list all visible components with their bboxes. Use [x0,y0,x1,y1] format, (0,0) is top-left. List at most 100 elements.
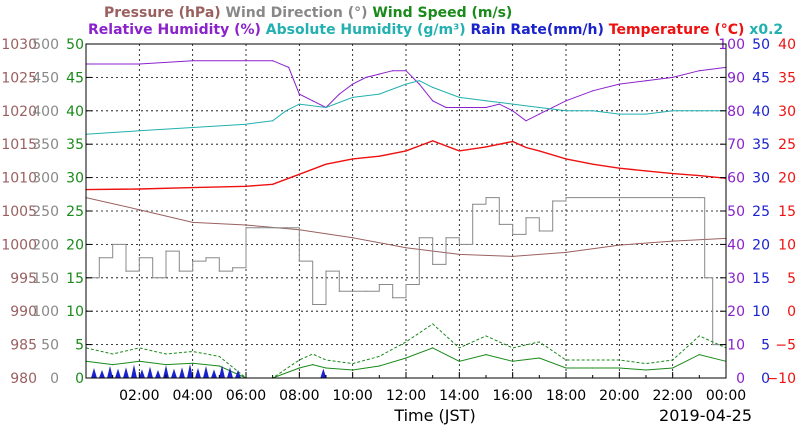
rain-spike [91,367,97,378]
data-point [698,197,700,199]
rain-spike [139,369,145,378]
data-point [618,197,620,199]
data-point [472,106,474,109]
data-point [352,96,354,98]
x-tick-label: 06:00 [226,388,266,404]
series-relative-humidity [85,60,727,122]
data-point [325,270,327,272]
data-point [392,297,394,299]
series-absolute-humidity [85,80,727,135]
data-point [405,70,407,72]
data-point [418,80,420,82]
data-point [458,360,460,362]
data-point [432,347,434,349]
data-point [325,163,327,165]
data-point [485,354,487,356]
data-point [432,100,434,102]
right-tick-label: 50 [752,37,770,53]
data-point [432,140,434,142]
left-tick-label: 15 [66,271,84,287]
left-tick-label: 50 [41,338,59,354]
right-tick-label: 90 [727,70,745,86]
left-tick-label: 150 [32,271,59,287]
x-tick-label: 14:00 [439,388,479,404]
data-point [312,303,314,306]
data-point [245,123,247,125]
data-point [392,70,394,72]
rain-spike [320,368,327,378]
data-point [512,233,514,235]
rain-spike [211,369,217,378]
data-point [272,227,274,229]
title-item: Wind Speed (m/s) [372,5,512,21]
data-point [365,290,367,292]
data-point [338,93,340,95]
right-tick-label: 25 [778,137,796,153]
title-row1: Pressure (hPa) Wind Direction (°) Wind S… [104,5,512,21]
title-item: Rain Rate(mm/h) [471,22,609,38]
rain-spike [179,367,185,378]
data-point [192,126,194,129]
left-tick-label: 1015 [1,137,37,153]
right-tick-label: 0 [736,371,745,387]
data-point [418,237,420,239]
right-tick-label: 20 [778,171,796,187]
data-point [378,73,380,75]
data-point [288,66,290,68]
data-point [352,237,354,239]
right-tick-label: 70 [727,137,745,153]
left-tick-label: 500 [32,37,59,53]
data-point [125,270,127,272]
left-tick-label: 985 [10,338,37,354]
rain-spike [219,365,225,378]
data-point [352,290,354,292]
right-tick-label: 15 [778,204,796,220]
data-point [485,106,487,109]
data-point [178,270,180,272]
data-point [458,253,460,255]
data-point [138,209,140,211]
data-point [352,83,354,85]
right-tick-label: 40 [778,37,796,53]
data-point [245,227,247,229]
grid [86,44,726,378]
data-point [618,244,620,246]
left-tick-label: 980 [10,371,37,387]
data-point [245,185,247,187]
data-point [165,364,167,366]
x-tick-label: 02:00 [119,388,159,404]
left-tick-label: 35 [66,137,84,153]
plot-series [85,60,727,379]
right-tick-label: 40 [752,104,770,120]
data-point [592,367,594,369]
right-tick-label: 35 [752,137,770,153]
x-tick-label: 00:00 [706,388,746,404]
left-tick-label: 1025 [1,70,37,86]
right-tick-label: 20 [752,237,770,253]
data-point [378,155,380,157]
title-item: Absolute Humidity (g/m³) [266,22,471,38]
right-tick-label: 5 [787,271,796,287]
data-point [285,110,287,112]
data-point [138,257,140,259]
data-point [538,106,540,109]
data-point [432,263,434,265]
data-point [618,83,620,85]
data-point [592,90,594,92]
data-point [298,103,300,105]
data-point [112,364,114,366]
data-point [405,83,407,85]
left-tick-label: 40 [66,104,84,120]
data-point [525,120,527,122]
data-point [538,230,540,232]
data-point [218,365,220,367]
right-tick-label: 80 [727,104,745,120]
right-tick-label: 50 [727,204,745,220]
right-tick-label: 40 [727,237,745,253]
data-point [458,96,460,98]
data-point [232,267,234,269]
right-tick-label: 10 [727,338,745,354]
rain-spike [107,365,113,378]
right-tick-label: 30 [752,171,770,187]
